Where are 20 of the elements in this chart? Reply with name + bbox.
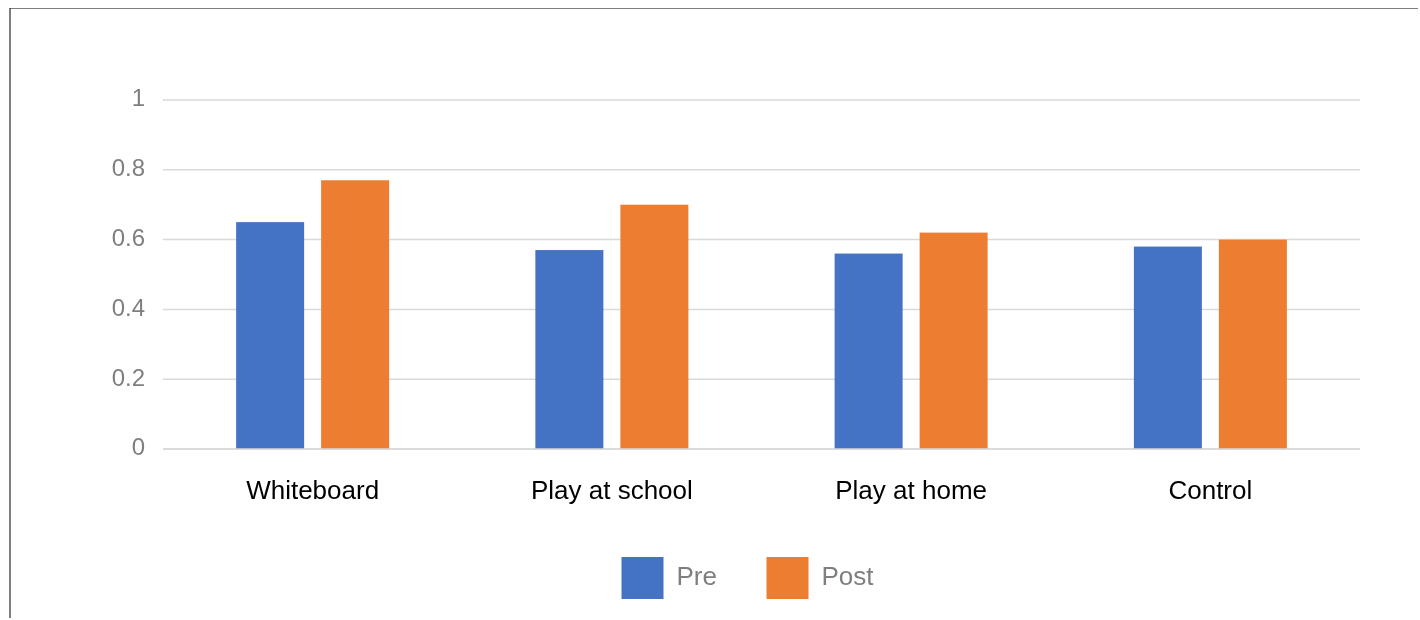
bar (620, 204, 689, 449)
x-tick-label: Play at home (835, 475, 987, 505)
y-tick-label: 0.8 (111, 154, 145, 182)
y-tick-label: 0.2 (111, 363, 145, 391)
y-tick-label: 0.6 (111, 223, 145, 251)
bar (919, 232, 988, 449)
bar (1218, 239, 1287, 449)
x-tick-label: Control (1168, 475, 1253, 505)
x-tick-label: Whiteboard (246, 475, 380, 505)
bar (535, 250, 604, 449)
legend-label: Post (821, 560, 875, 591)
x-tick-label: Play at school (530, 475, 693, 505)
bar (236, 222, 305, 449)
bar (834, 253, 903, 449)
bar (321, 180, 390, 449)
y-tick-label: 1 (131, 84, 145, 112)
legend-label: Pre (676, 560, 717, 591)
y-tick-label: 0 (131, 433, 145, 461)
y-tick-label: 0.4 (111, 293, 145, 321)
bar (1133, 246, 1202, 449)
